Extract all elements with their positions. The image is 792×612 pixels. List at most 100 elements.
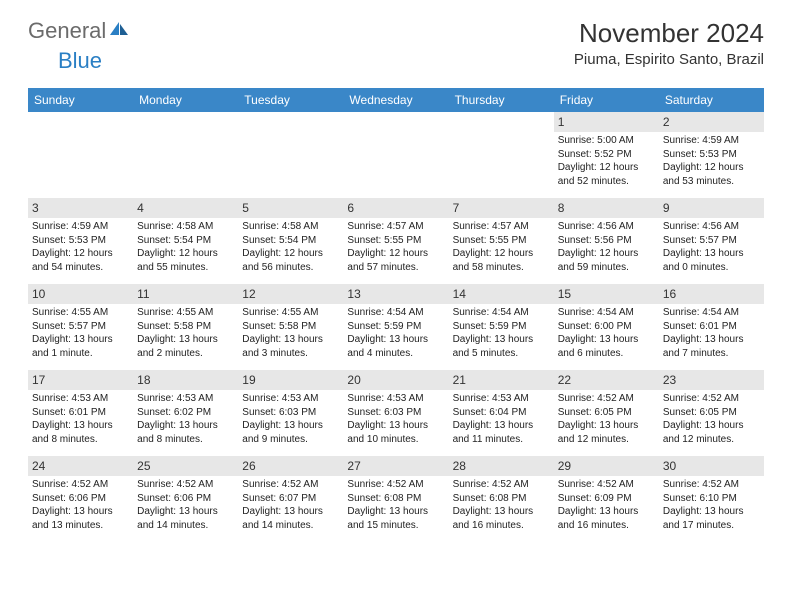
- sunset-text: Sunset: 6:06 PM: [137, 492, 234, 506]
- calendar-cell: [449, 112, 554, 198]
- daylight-text: Daylight: 13 hours and 6 minutes.: [558, 333, 655, 360]
- sunset-text: Sunset: 6:04 PM: [453, 406, 550, 420]
- calendar-page: General November 2024 Piuma, Espirito Sa…: [0, 0, 792, 560]
- calendar-cell: 7Sunrise: 4:57 AMSunset: 5:55 PMDaylight…: [449, 198, 554, 284]
- brand-blue: Blue: [58, 48, 102, 73]
- daylight-text: Daylight: 13 hours and 15 minutes.: [347, 505, 444, 532]
- day-number: 10: [28, 284, 133, 304]
- sunrise-text: Sunrise: 4:52 AM: [242, 478, 339, 492]
- day-number: 3: [28, 198, 133, 218]
- day-number: 1: [554, 112, 659, 132]
- sunset-text: Sunset: 6:08 PM: [453, 492, 550, 506]
- sunset-text: Sunset: 6:08 PM: [347, 492, 444, 506]
- calendar-cell: 12Sunrise: 4:55 AMSunset: 5:58 PMDayligh…: [238, 284, 343, 370]
- sunset-text: Sunset: 5:56 PM: [558, 234, 655, 248]
- sunset-text: Sunset: 6:05 PM: [558, 406, 655, 420]
- day-number: 30: [659, 456, 764, 476]
- day-number: 16: [659, 284, 764, 304]
- calendar-cell: 4Sunrise: 4:58 AMSunset: 5:54 PMDaylight…: [133, 198, 238, 284]
- brand-general: General: [28, 18, 106, 44]
- day-number: 14: [449, 284, 554, 304]
- day-number: 15: [554, 284, 659, 304]
- sunset-text: Sunset: 6:02 PM: [137, 406, 234, 420]
- sunrise-text: Sunrise: 4:53 AM: [242, 392, 339, 406]
- sunset-text: Sunset: 5:57 PM: [663, 234, 760, 248]
- col-tuesday: Tuesday: [238, 88, 343, 112]
- daylight-text: Daylight: 13 hours and 13 minutes.: [32, 505, 129, 532]
- sunset-text: Sunset: 5:59 PM: [453, 320, 550, 334]
- sunrise-text: Sunrise: 4:54 AM: [347, 306, 444, 320]
- sunset-text: Sunset: 6:01 PM: [663, 320, 760, 334]
- calendar-table: Sunday Monday Tuesday Wednesday Thursday…: [28, 88, 764, 542]
- daylight-text: Daylight: 13 hours and 2 minutes.: [137, 333, 234, 360]
- daylight-text: Daylight: 13 hours and 8 minutes.: [32, 419, 129, 446]
- daylight-text: Daylight: 13 hours and 12 minutes.: [558, 419, 655, 446]
- sunrise-text: Sunrise: 5:00 AM: [558, 134, 655, 148]
- day-number: 21: [449, 370, 554, 390]
- day-number: 26: [238, 456, 343, 476]
- calendar-cell: 2Sunrise: 4:59 AMSunset: 5:53 PMDaylight…: [659, 112, 764, 198]
- daylight-text: Daylight: 13 hours and 0 minutes.: [663, 247, 760, 274]
- daylight-text: Daylight: 13 hours and 3 minutes.: [242, 333, 339, 360]
- brand-logo: General: [28, 18, 130, 44]
- calendar-cell: 8Sunrise: 4:56 AMSunset: 5:56 PMDaylight…: [554, 198, 659, 284]
- day-number: 23: [659, 370, 764, 390]
- sunrise-text: Sunrise: 4:52 AM: [558, 392, 655, 406]
- sunrise-text: Sunrise: 4:55 AM: [32, 306, 129, 320]
- sunrise-text: Sunrise: 4:59 AM: [663, 134, 760, 148]
- day-number: 2: [659, 112, 764, 132]
- calendar-cell: [343, 112, 448, 198]
- calendar-cell: 13Sunrise: 4:54 AMSunset: 5:59 PMDayligh…: [343, 284, 448, 370]
- calendar-cell: 5Sunrise: 4:58 AMSunset: 5:54 PMDaylight…: [238, 198, 343, 284]
- sunrise-text: Sunrise: 4:58 AM: [137, 220, 234, 234]
- calendar-row: 1 Sunrise: 5:00 AMSunset: 5:52 PMDaylight…: [28, 112, 764, 198]
- col-friday: Friday: [554, 88, 659, 112]
- sunset-text: Sunset: 5:58 PM: [242, 320, 339, 334]
- daylight-text: Daylight: 13 hours and 17 minutes.: [663, 505, 760, 532]
- sunrise-text: Sunrise: 4:52 AM: [663, 392, 760, 406]
- calendar-cell: 15Sunrise: 4:54 AMSunset: 6:00 PMDayligh…: [554, 284, 659, 370]
- day-number: 25: [133, 456, 238, 476]
- daylight-text: Daylight: 12 hours and 56 minutes.: [242, 247, 339, 274]
- sail-icon: [108, 18, 130, 44]
- calendar-cell: 9 Sunrise: 4:56 AMSunset: 5:57 PMDaylight…: [659, 198, 764, 284]
- sunrise-text: Sunrise: 4:52 AM: [32, 478, 129, 492]
- daylight-text: Daylight: 13 hours and 4 minutes.: [347, 333, 444, 360]
- calendar-cell: 10Sunrise: 4:55 AMSunset: 5:57 PMDayligh…: [28, 284, 133, 370]
- calendar-cell: [133, 112, 238, 198]
- sunrise-text: Sunrise: 4:52 AM: [558, 478, 655, 492]
- daylight-text: Daylight: 13 hours and 12 minutes.: [663, 419, 760, 446]
- sunset-text: Sunset: 6:10 PM: [663, 492, 760, 506]
- daylight-text: Daylight: 13 hours and 5 minutes.: [453, 333, 550, 360]
- calendar-cell: 18Sunrise: 4:53 AMSunset: 6:02 PMDayligh…: [133, 370, 238, 456]
- calendar-cell: [238, 112, 343, 198]
- daylight-text: Daylight: 13 hours and 14 minutes.: [242, 505, 339, 532]
- calendar-cell: 30Sunrise: 4:52 AMSunset: 6:10 PMDayligh…: [659, 456, 764, 542]
- sunrise-text: Sunrise: 4:53 AM: [32, 392, 129, 406]
- sunrise-text: Sunrise: 4:58 AM: [242, 220, 339, 234]
- calendar-cell: 26Sunrise: 4:52 AMSunset: 6:07 PMDayligh…: [238, 456, 343, 542]
- calendar-cell: 24Sunrise: 4:52 AMSunset: 6:06 PMDayligh…: [28, 456, 133, 542]
- sunset-text: Sunset: 5:59 PM: [347, 320, 444, 334]
- sunset-text: Sunset: 5:52 PM: [558, 148, 655, 162]
- day-number: 22: [554, 370, 659, 390]
- sunrise-text: Sunrise: 4:52 AM: [347, 478, 444, 492]
- daylight-text: Daylight: 12 hours and 58 minutes.: [453, 247, 550, 274]
- col-wednesday: Wednesday: [343, 88, 448, 112]
- title-block: November 2024 Piuma, Espirito Santo, Bra…: [574, 18, 764, 68]
- calendar-cell: 3Sunrise: 4:59 AMSunset: 5:53 PMDaylight…: [28, 198, 133, 284]
- day-number: 19: [238, 370, 343, 390]
- daylight-text: Daylight: 12 hours and 52 minutes.: [558, 161, 655, 188]
- sunrise-text: Sunrise: 4:54 AM: [453, 306, 550, 320]
- sunrise-text: Sunrise: 4:55 AM: [242, 306, 339, 320]
- col-saturday: Saturday: [659, 88, 764, 112]
- calendar-cell: 6Sunrise: 4:57 AMSunset: 5:55 PMDaylight…: [343, 198, 448, 284]
- sunrise-text: Sunrise: 4:56 AM: [663, 220, 760, 234]
- daylight-text: Daylight: 13 hours and 8 minutes.: [137, 419, 234, 446]
- day-number: 9: [659, 198, 764, 218]
- sunrise-text: Sunrise: 4:54 AM: [558, 306, 655, 320]
- daylight-text: Daylight: 12 hours and 55 minutes.: [137, 247, 234, 274]
- day-number: 29: [554, 456, 659, 476]
- calendar-cell: 16Sunrise: 4:54 AMSunset: 6:01 PMDayligh…: [659, 284, 764, 370]
- day-number: 11: [133, 284, 238, 304]
